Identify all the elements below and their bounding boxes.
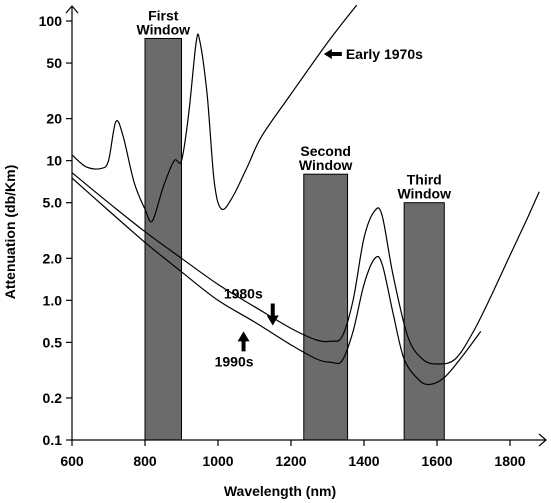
y-tick-label-0.1: 0.1 — [43, 432, 63, 448]
x-tick-label-1200: 1200 — [275, 453, 306, 469]
y-tick-label-10: 10 — [46, 153, 62, 169]
window-band-3 — [404, 203, 444, 440]
x-tick-label-1000: 1000 — [202, 453, 233, 469]
x-tick-label-1600: 1600 — [421, 453, 452, 469]
annotation-label-early-1970s: Early 1970s — [346, 46, 423, 62]
y-tick-label-20: 20 — [46, 111, 62, 127]
y-tick-label-0.2: 0.2 — [43, 390, 63, 406]
window-band-2 — [304, 174, 348, 440]
window-label-3-line-2: Window — [397, 186, 451, 202]
x-tick-label-1400: 1400 — [348, 453, 379, 469]
y-tick-label-1.0: 1.0 — [43, 292, 63, 308]
y-axis-title: Attenuation (db/Km) — [2, 165, 18, 300]
y-tick-label-5.0: 5.0 — [43, 195, 63, 211]
y-tick-label-0.5: 0.5 — [43, 334, 63, 350]
annotation-arrow-1980s — [267, 303, 279, 325]
annotation-arrow-1990s — [238, 331, 250, 351]
x-tick-label-1800: 1800 — [494, 453, 525, 469]
window-label-2-line-2: Window — [299, 157, 353, 173]
y-tick-label-100: 100 — [39, 13, 63, 29]
x-tick-label-800: 800 — [133, 453, 157, 469]
x-axis-title: Wavelength (nm) — [224, 483, 336, 499]
x-tick-label-600: 600 — [60, 453, 84, 469]
annotation-arrow-early-1970s — [324, 49, 342, 59]
window-label-1-line-2: Window — [136, 21, 190, 37]
y-tick-label-2.0: 2.0 — [43, 250, 63, 266]
axis-ticks: 600 800 1000 1200 1400 1600 1800 0.1 0.2 0.5 1.0 2.… — [39, 13, 526, 469]
annotation-label-1980s: 1980s — [224, 285, 263, 301]
annotation-label-1990s: 1990s — [215, 353, 254, 369]
window-band-1 — [145, 38, 182, 440]
y-tick-label-50: 50 — [46, 55, 62, 71]
